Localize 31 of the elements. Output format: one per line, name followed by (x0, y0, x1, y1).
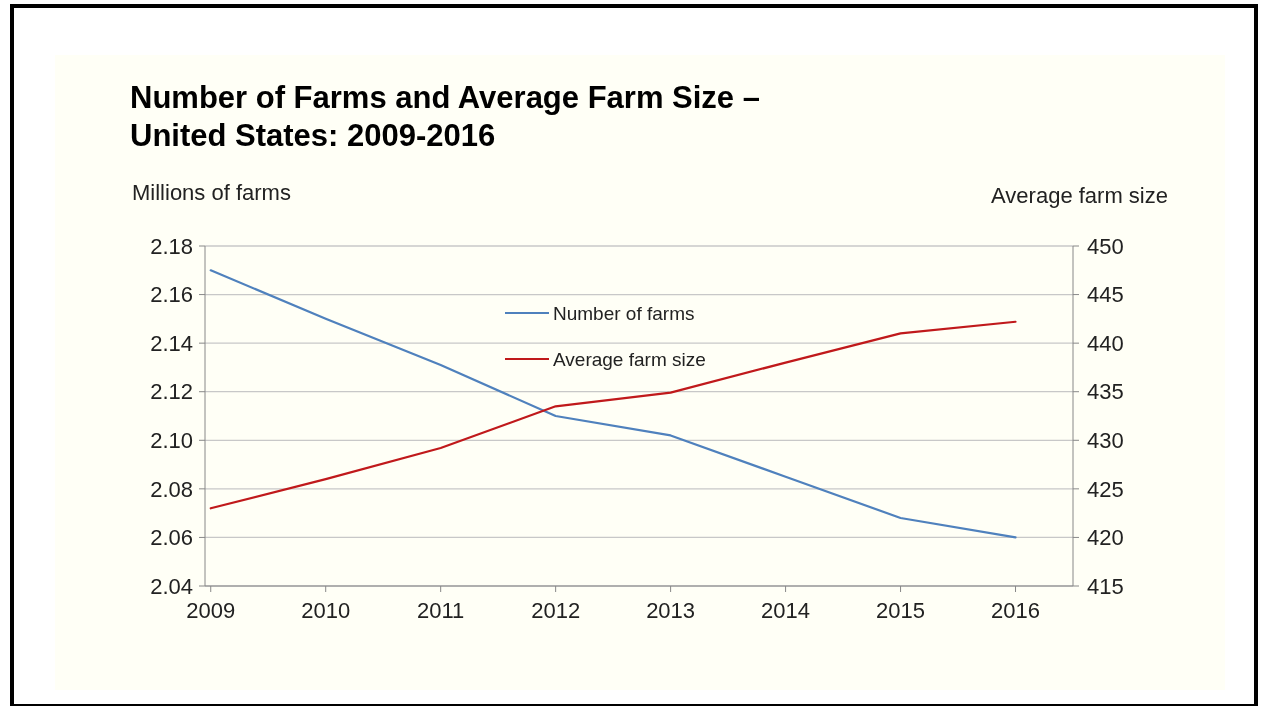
line-series (209, 269, 1017, 539)
x-tick-label: 2016 (991, 598, 1040, 623)
x-tick-label: 2013 (646, 598, 696, 623)
y-tick-label: 2.16 (150, 282, 193, 308)
y2-tick-label: 445 (1087, 282, 1124, 308)
y2-tick-label: 450 (1087, 233, 1124, 259)
x-tick-label: 2009 (186, 598, 236, 623)
x-tick-label: 2012 (531, 598, 581, 623)
y-tick-label: 2.06 (150, 525, 193, 551)
y-tick-label: 2.10 (150, 427, 193, 453)
y-tick-label: 2.12 (150, 379, 193, 405)
y-axis-title: Millions of farms (132, 180, 291, 205)
y-tick-label: 2.08 (150, 476, 193, 502)
y2-tick-label: 425 (1087, 476, 1124, 502)
y2-tick-label: 430 (1087, 427, 1124, 453)
x-tick-label: 2011 (417, 598, 465, 623)
x-tick-label: 2014 (761, 598, 811, 623)
x-tick-label: 2015 (876, 598, 926, 623)
y2-axis-title: Average farm size (991, 183, 1168, 208)
y2-tick-label: 435 (1087, 379, 1124, 405)
y-tick-label: 2.14 (150, 330, 193, 356)
legend-label: Number of farms (553, 302, 695, 324)
y-tick-label: 2.18 (150, 233, 193, 259)
y2-tick-label: 440 (1087, 330, 1124, 356)
x-tick-label: 2010 (301, 598, 351, 623)
line-series (209, 320, 1017, 510)
y-tick-label: 2.04 (150, 573, 193, 599)
y2-tick-label: 415 (1087, 573, 1124, 599)
chart-title: Number of Farms and Average Farm Size – United States: 2009-2016 (130, 80, 760, 153)
legend-label: Average farm size (553, 348, 706, 370)
y2-tick-label: 420 (1087, 525, 1124, 551)
